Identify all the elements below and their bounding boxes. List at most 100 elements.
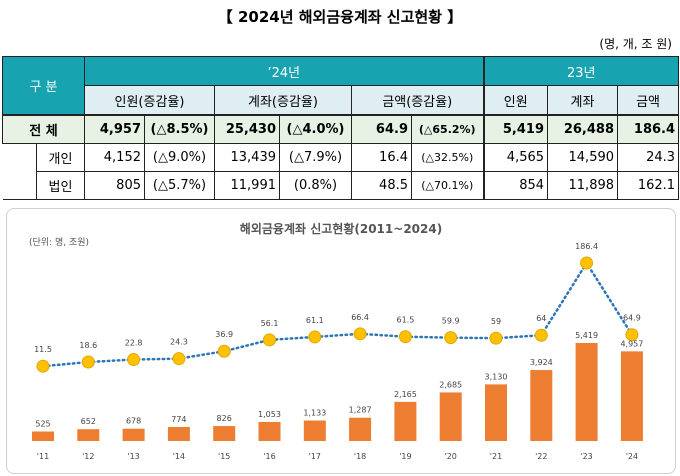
combo-chart: 해외금융계좌 신고현황(2011~2024) (단위: 명, 조원) 525 '1… [29,221,643,461]
bar [485,384,507,441]
chart-title: 해외금융계좌 신고현황(2011~2024) [240,221,442,236]
cell-people: 805 [84,171,145,200]
x-tick-label: '13 [127,452,139,461]
page-title: 【 2024년 해외금융계좌 신고현황 】 [217,8,463,26]
header-accounts-2024: 계좌(증감율) [214,85,352,116]
line-marker [263,333,276,347]
x-tick-label: '11 [37,452,49,461]
bar [575,343,598,441]
bar [394,401,417,441]
x-tick-label: '22 [535,452,547,461]
unit-note: (명, 개, 조 원) [599,37,672,51]
cell-amount-change: (△70.1%) [410,171,485,200]
line-label: 59.9 [442,317,460,326]
chart-unit-label: (단위: 명, 조원) [29,237,89,248]
table-header-row: 구 분 ’24년 23년 [2,56,680,116]
cell-amount-change: (△65.2%) [410,114,485,144]
cell-accounts-2023: 11,898 [547,171,619,200]
table-row-total: 전 체 4,957 (△8.5%) 25,430 (△4.0%) 64.9 (△… [2,114,680,144]
line-label: 186.4 [575,242,598,251]
x-tick-label: '17 [309,452,321,461]
cell-amount-2023: 186.4 [617,114,680,144]
bar [439,392,462,441]
cell-accounts-change: (△4.0%) [279,114,352,144]
line-marker [580,256,594,270]
line-marker [625,328,639,342]
cell-people-change: (△9.0%) [144,143,215,172]
x-tick-label: '23 [580,452,592,461]
x-tick-label: '15 [218,452,230,461]
bar [349,417,372,441]
line-label: 61.1 [306,316,324,325]
bar-label: 2,685 [439,380,462,389]
line-marker [534,328,548,342]
bar [122,428,145,441]
cell-people: 4,152 [84,143,145,172]
line-marker [127,353,141,367]
bar-label: 5,419 [575,331,598,340]
chart-panel: 해외금융계좌 신고현황(2011~2024) (단위: 명, 조원) 525 '1… [6,208,676,474]
line-label: 18.6 [79,341,97,350]
x-tick-label: '18 [354,452,366,461]
bar [77,429,100,441]
bar-label: 678 [126,417,141,426]
bar-label: 525 [35,420,50,429]
line-marker [81,355,95,369]
line-marker [36,359,50,373]
header-people-2023: 인원 [482,85,549,116]
bar-label: 774 [171,415,186,424]
header-amount-2024: 금액(증감율) [350,85,485,116]
cell-people: 4,957 [84,114,145,144]
cell-people-change: (△5.7%) [144,171,215,200]
amount-line [41,260,634,368]
line-label: 56.1 [261,319,279,328]
line-marker [172,352,186,366]
cell-accounts-change: (0.8%) [279,171,352,200]
x-tick-label: '24 [626,452,638,461]
line-marker [489,331,503,345]
line-label: 64.9 [623,314,641,323]
line-label: 24.3 [170,338,188,347]
cell-accounts-2023: 14,590 [547,143,619,172]
bar-label: 2,165 [394,390,417,399]
header-people-2024: 인원(증감율) [84,85,215,116]
bar-label: 3,130 [485,372,508,381]
line-label: 36.9 [215,330,233,339]
line-marker [444,331,458,345]
line-marker [398,330,412,344]
cell-accounts-2023: 26,488 [547,114,619,144]
cell-amount: 48.5 [351,171,412,200]
x-tick-label: '21 [490,452,502,461]
row-label: 전 체 [2,114,85,144]
line-label: 59 [491,317,501,326]
x-tick-label: '19 [399,452,411,461]
cell-people-2023: 4,565 [482,143,549,172]
line-label: 22.8 [125,339,143,348]
x-tick-label: '16 [263,452,275,461]
cell-amount: 16.4 [351,143,412,172]
bar-label: 1,053 [258,410,281,419]
cell-people-2023: 854 [482,171,549,200]
line-marker [308,330,322,344]
cell-amount-change: (△32.5%) [410,143,485,172]
cell-accounts: 25,430 [214,114,280,144]
line-label: 61.5 [396,316,414,325]
bar [303,420,326,441]
summary-table: 구 분 ’24년 23년 인원(증감율) 계좌(증감율) 금액(증감율) 인원 … [2,56,680,200]
cell-people-2023: 5,419 [482,114,549,144]
x-tick-label: '14 [173,452,185,461]
line-marker [353,327,367,341]
bar-label: 826 [217,414,232,423]
header-category: 구 분 [2,56,85,116]
cell-accounts: 11,991 [214,171,280,200]
bar-label: 3,924 [530,358,553,367]
bar [32,431,54,441]
header-amount-2023: 금액 [617,85,680,116]
table-row-corporate: 법인 805 (△5.7%) 11,991 (0.8%) 48.5 (△70.1… [2,171,680,200]
indent-cell [2,143,37,172]
cell-people-change: (△8.5%) [144,114,215,144]
bar [167,427,190,441]
header-accounts-2023: 계좌 [547,85,619,116]
indent-cell [2,171,37,200]
table-subheader-row: 인원(증감율) 계좌(증감율) 금액(증감율) 인원 계좌 금액 [3,85,680,116]
